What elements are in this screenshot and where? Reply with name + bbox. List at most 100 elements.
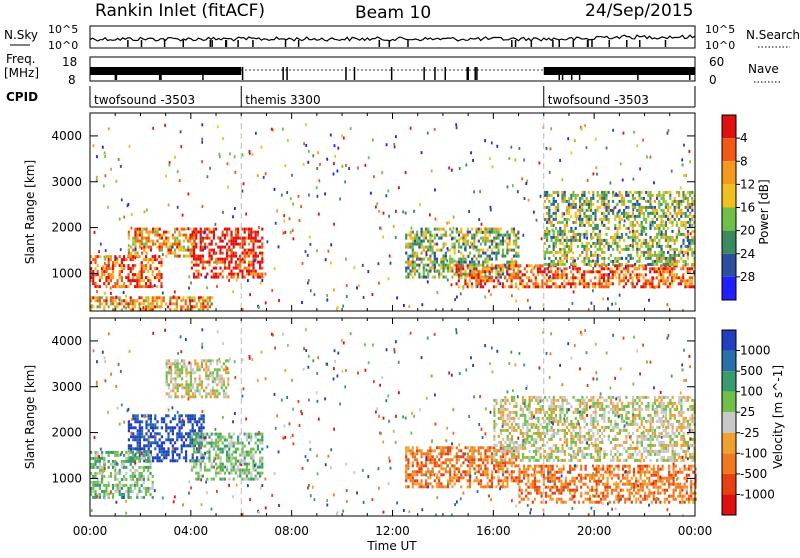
heatmap-cell [652,221,654,224]
heatmap-cell [118,158,120,161]
heatmap-cell [219,261,221,264]
heatmap-cell [597,206,599,209]
heatmap-cell [209,305,211,308]
heatmap-cell [150,240,152,243]
heatmap-cell [200,439,202,442]
heatmap-cell [590,251,592,254]
heatmap-cell [248,234,250,237]
heatmap-cell [504,476,506,479]
heatmap-cell [207,383,209,386]
heatmap-cell [656,263,658,266]
heatmap-cell [636,221,638,224]
heatmap-cell [610,276,612,279]
heatmap-cell [176,237,178,240]
heatmap-cell [434,464,436,467]
heatmap-cell [405,171,407,174]
heatmap-cell [237,276,239,279]
heatmap-cell [638,267,640,270]
heatmap-cell [495,276,497,279]
heatmap-cell [506,249,508,252]
heatmap-cell [244,472,246,475]
heatmap-cell [194,414,196,417]
heatmap-cell [438,228,440,231]
heatmap-cell [121,285,123,288]
heatmap-cell [152,270,154,273]
heatmap-cell [154,299,156,302]
heatmap-cell [156,258,158,261]
heatmap-cell [181,423,183,426]
heatmap-cell [130,469,132,472]
heatmap-cell [636,276,638,279]
heatmap-cell [643,251,645,254]
heatmap-cell [226,460,228,463]
heatmap-cell [546,212,548,215]
heatmap-cell [498,237,500,240]
heatmap-cell [221,365,223,368]
heatmap-cell [202,454,204,457]
heatmap-cell [99,279,101,282]
heatmap-cell [680,221,682,224]
heatmap-cell [667,303,669,306]
heatmap-cell [190,365,192,368]
heatmap-cell [608,209,610,212]
heatmap-cell [212,386,214,389]
heatmap-cell [193,442,195,445]
heatmap-cell [667,270,669,273]
heatmap-cell [478,261,480,264]
heatmap-cell [550,279,552,282]
heatmap-cell [532,483,534,486]
heatmap-cell [614,273,616,276]
heatmap-cell [680,248,682,251]
heatmap-cell [436,455,438,458]
heatmap-cell [454,237,456,240]
heatmap-cell [432,264,434,267]
heatmap-cell [456,273,458,276]
heatmap-cell [449,446,451,449]
heatmap-cell [219,155,221,158]
heatmap-cell [174,302,176,305]
heatmap-cell [487,258,489,261]
heatmap-cell [438,249,440,252]
heatmap-cell [250,436,252,439]
heatmap-cell [467,228,469,231]
heatmap-cell [125,484,127,487]
heatmap-cell [414,479,416,482]
heatmap-cell [553,224,555,227]
heatmap-cell [139,240,141,243]
heatmap-cell [498,464,500,467]
heatmap-cell [481,223,483,226]
heatmap-cell [217,273,219,276]
heatmap-cell [261,448,263,451]
heatmap-cell [221,377,223,380]
heatmap-cell [252,448,254,451]
heatmap-cell [603,194,605,197]
heatmap-cell [149,305,151,308]
heatmap-cell [522,282,524,285]
heatmap-cell [643,218,645,221]
heatmap-cell [214,368,216,371]
heatmap-cell [579,236,581,239]
heatmap-cell [255,270,257,273]
heatmap-cell [515,264,517,267]
heatmap-cell [412,449,414,452]
heatmap-cell [584,124,586,127]
heatmap-cell [212,380,214,383]
heatmap-cell [147,487,149,490]
heatmap-cell [610,260,612,263]
heatmap-cell [230,442,232,445]
heatmap-cell [246,451,248,454]
heatmap-cell [130,258,132,261]
noise-left-label: N.Sky [4,28,38,42]
heatmap-cell [640,255,642,258]
heatmap-cell [261,457,263,460]
heatmap-cell [226,445,228,448]
heatmap-cell [168,383,170,386]
heatmap-cell [205,371,207,374]
heatmap-cell [511,261,513,264]
heatmap-cell [434,276,436,279]
heatmap-cell [168,386,170,389]
heatmap-cell [621,270,623,273]
heatmap-cell [128,423,130,426]
heatmap-cell [103,299,105,302]
heatmap-cell [621,203,623,206]
